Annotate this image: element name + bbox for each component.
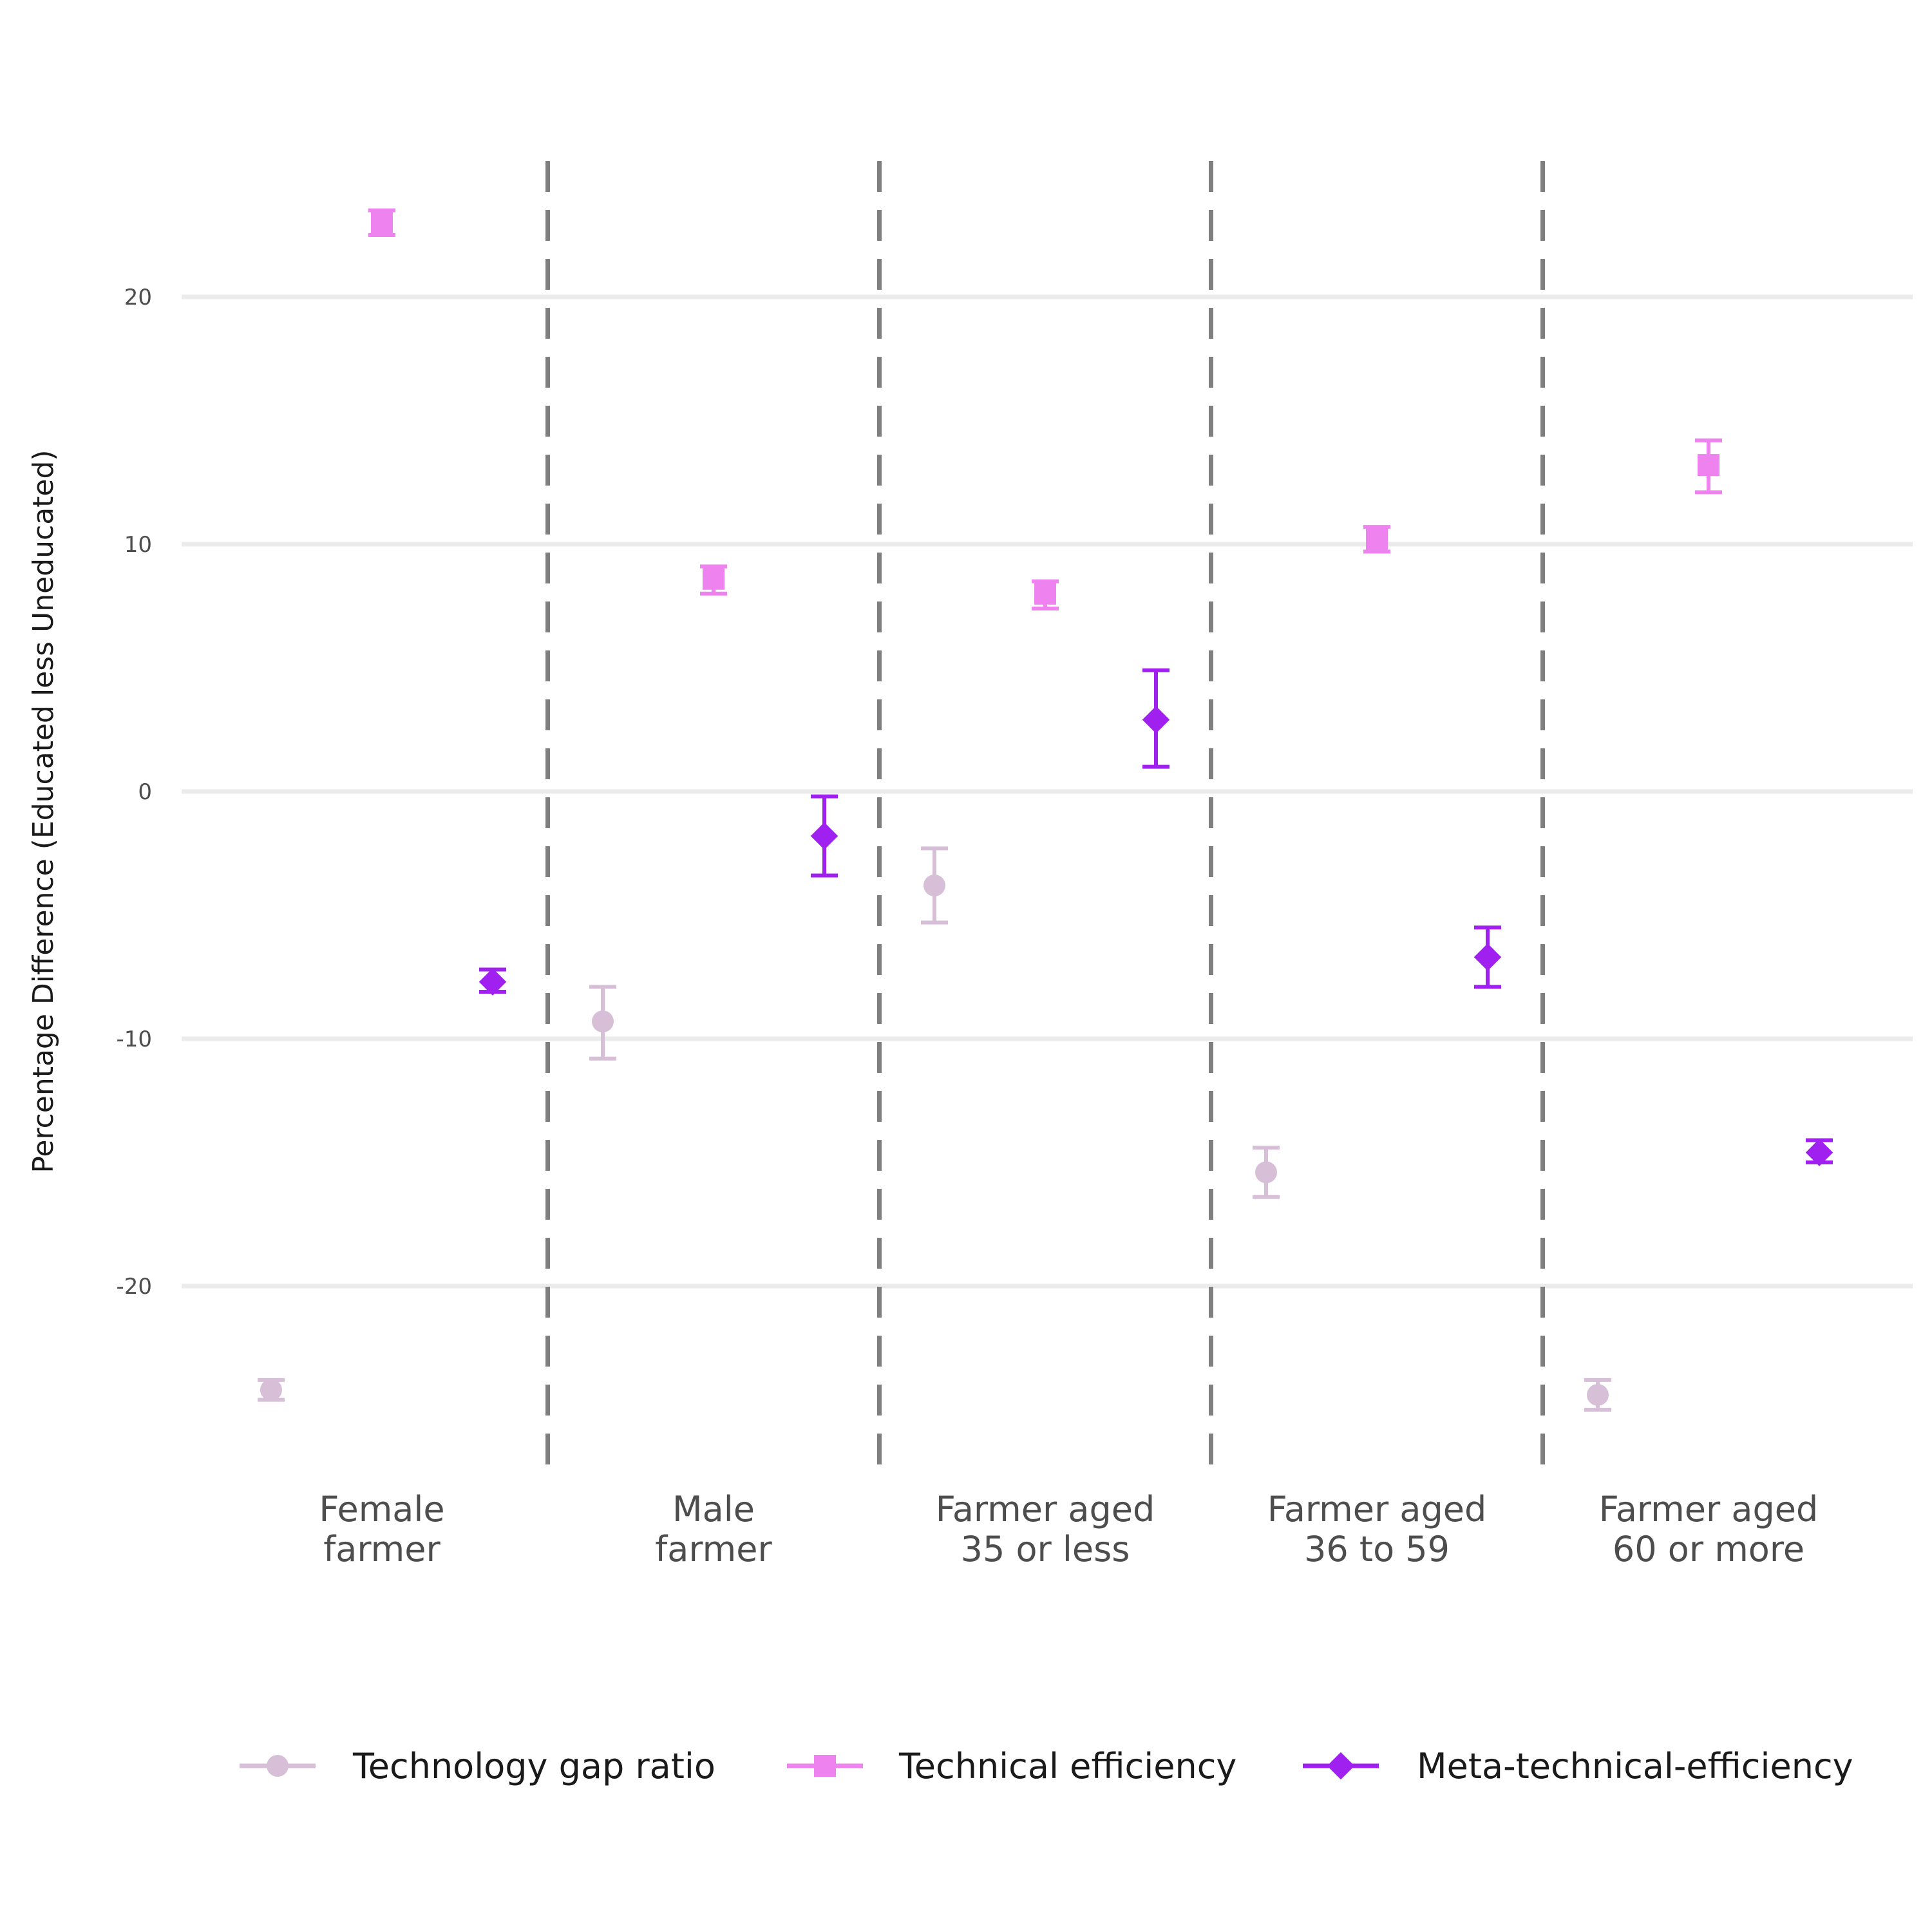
data-point-group bbox=[589, 985, 616, 1061]
data-point-group bbox=[921, 846, 948, 925]
data-point-group bbox=[1584, 1378, 1611, 1412]
legend-key-square bbox=[814, 1755, 836, 1777]
data-marks bbox=[258, 208, 1833, 1412]
data-point-diamond bbox=[1473, 943, 1502, 971]
data-point-diamond bbox=[1805, 1139, 1833, 1166]
group-separators bbox=[545, 161, 1545, 1468]
legend: Technology gap ratio Technical efficiency… bbox=[240, 1746, 1853, 1786]
data-point-circle bbox=[260, 1379, 282, 1401]
data-point-circle bbox=[592, 1010, 614, 1033]
category-label: Farmer aged 36 to 59 bbox=[1267, 1489, 1487, 1569]
data-point-diamond bbox=[810, 822, 838, 850]
legend-key-circle bbox=[267, 1755, 289, 1777]
data-point-group bbox=[1142, 668, 1170, 769]
data-point-group bbox=[1032, 579, 1059, 611]
legend-item: Technology gap ratio bbox=[240, 1746, 715, 1786]
category-label: Female farmer bbox=[319, 1489, 444, 1569]
data-point-group bbox=[1363, 525, 1390, 554]
legend-item: Technical efficiency bbox=[787, 1746, 1236, 1786]
data-point-group bbox=[810, 794, 838, 878]
data-point-square bbox=[703, 567, 724, 590]
legend-key-diamond bbox=[1327, 1752, 1355, 1780]
category-label: Male farmer bbox=[655, 1489, 772, 1569]
data-point-group bbox=[368, 208, 395, 237]
data-point-square bbox=[1698, 454, 1719, 477]
data-point-group bbox=[258, 1378, 285, 1402]
legend-label: Meta-technical-efficiency bbox=[1417, 1746, 1853, 1786]
data-point-circle bbox=[923, 874, 945, 896]
category-label: Farmer aged 35 or less bbox=[936, 1489, 1155, 1569]
y-tick-label: -10 bbox=[116, 1027, 152, 1052]
data-point-circle bbox=[1587, 1383, 1609, 1406]
legend-label: Technical efficiency bbox=[898, 1746, 1236, 1786]
data-point-circle bbox=[1255, 1161, 1277, 1184]
data-point-diamond bbox=[478, 968, 507, 996]
y-tick-label: -20 bbox=[116, 1274, 152, 1300]
gridlines bbox=[182, 294, 1913, 1289]
y-axis-title: Percentage Difference (Educated less Une… bbox=[27, 450, 60, 1173]
y-tick-label: 10 bbox=[124, 532, 152, 558]
data-point-diamond bbox=[1142, 706, 1170, 734]
data-point-group bbox=[478, 967, 507, 996]
legend-label: Technology gap ratio bbox=[352, 1746, 715, 1786]
data-point-square bbox=[1366, 528, 1388, 551]
data-point-group bbox=[1695, 438, 1722, 495]
y-tick-label: 0 bbox=[138, 779, 152, 805]
data-point-group bbox=[1805, 1138, 1833, 1166]
category-label: Farmer aged 60 or more bbox=[1599, 1489, 1819, 1569]
y-tick-label: 20 bbox=[124, 285, 152, 310]
x-axis-category-labels: Female farmer Male farmer Farmer aged 35 or l… bbox=[319, 1489, 1818, 1569]
data-point-group bbox=[1253, 1145, 1280, 1199]
data-point-group bbox=[700, 564, 727, 596]
data-point-group bbox=[1473, 925, 1502, 989]
data-point-square bbox=[371, 211, 393, 234]
y-axis-ticks: -20 -10 0 10 20 bbox=[116, 285, 152, 1300]
data-point-square bbox=[1034, 582, 1056, 605]
legend-item: Meta-technical-efficiency bbox=[1303, 1746, 1853, 1786]
